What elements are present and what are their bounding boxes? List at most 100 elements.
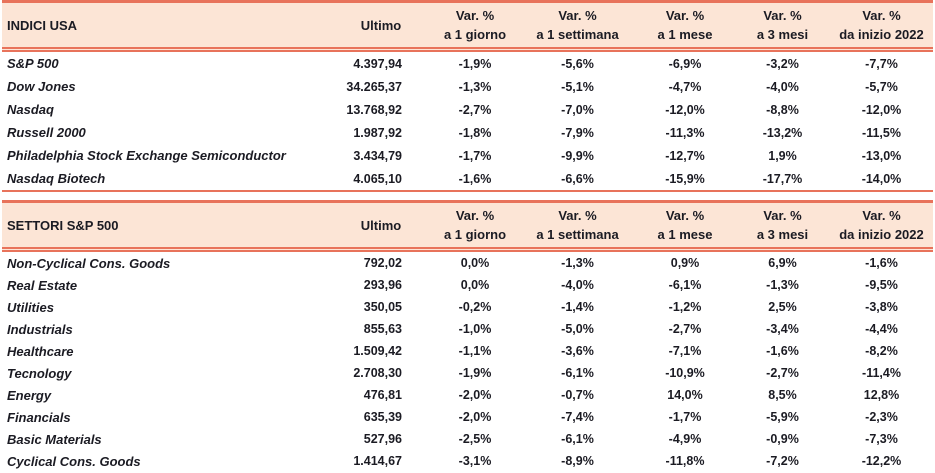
var-value: -1,7% [458, 148, 492, 163]
var-label: Var. % [665, 208, 705, 223]
var-value: -11,4% [862, 366, 901, 380]
var-value: -3,2% [766, 56, 799, 71]
table-row: Dow Jones 34.265,37 -1,3% -5,1% -4,7% -4… [2, 75, 933, 98]
var-value: -1,2% [668, 300, 702, 314]
ultimo-value: 2.708,30 [353, 366, 402, 380]
var-label: Var. % [763, 208, 802, 223]
ultimo-value: 4.065,10 [332, 167, 430, 192]
var-value: -12,0% [861, 102, 902, 117]
var-value: -7,0% [561, 102, 594, 117]
col-header-ultimo: Ultimo [332, 0, 430, 52]
var-period: da inizio 2022 [839, 27, 924, 42]
var-value: -1,0% [458, 322, 492, 336]
row-label: Industrials [7, 321, 73, 337]
var-value: -1,6% [865, 256, 898, 270]
row-label: Dow Jones [7, 79, 76, 94]
col-header-var-3-mesi: Var. % a 3 mesi [735, 200, 830, 252]
var-value: 1,9% [768, 148, 797, 163]
var-value: -15,9% [635, 167, 735, 192]
table-row: Real Estate 293,96 0,0% -4,0% -6,1% -1,3… [2, 274, 933, 296]
var-value: -2,0% [458, 410, 492, 424]
var-value: -4,7% [668, 79, 702, 94]
var-label: Var. % [455, 8, 495, 23]
col-header-var-3-mesi: Var. % a 3 mesi [735, 0, 830, 52]
var-label: Var. % [455, 208, 495, 223]
row-label: Philadelphia Stock Exchange Semiconducto… [7, 148, 286, 163]
row-label: Nasdaq [7, 102, 54, 117]
var-value: -10,9% [665, 366, 705, 380]
ultimo-value: 635,39 [363, 410, 402, 424]
var-value: -2,7% [668, 322, 702, 336]
var-value: -11,8% [665, 454, 705, 468]
var-period: a 1 mese [657, 227, 713, 242]
var-value: -2,5% [458, 432, 492, 446]
col-header-var-inizio-2022: Var. % da inizio 2022 [830, 200, 933, 252]
var-value: 2,5% [768, 300, 797, 314]
table-row: Healthcare 1.509,42 -1,1% -3,6% -7,1% -1… [2, 340, 933, 362]
row-label: Russell 2000 [7, 125, 86, 140]
var-value: -8,8% [766, 102, 799, 117]
row-label: Non-Cyclical Cons. Goods [7, 255, 171, 271]
var-period: da inizio 2022 [839, 227, 924, 242]
col-header-var-1-mese: Var. % a 1 mese [635, 0, 735, 52]
var-period: a 1 settimana [536, 227, 619, 242]
ultimo-value: 1.414,67 [353, 454, 402, 468]
ultimo-value: 4.397,94 [353, 56, 402, 71]
var-value: -7,2% [766, 454, 799, 468]
table-row: Financials 635,39 -2,0% -7,4% -1,7% -5,9… [2, 406, 933, 428]
var-label: Var. % [558, 208, 597, 223]
var-value: 0,0% [460, 256, 490, 270]
var-value: -0,7% [561, 388, 594, 402]
var-label: Var. % [862, 208, 901, 223]
var-value: 6,9% [768, 256, 797, 270]
var-value: -1,8% [458, 125, 492, 140]
col-header-var-1-settimana: Var. % a 1 settimana [520, 200, 635, 252]
var-value: -1,9% [458, 56, 492, 71]
table-row: Tecnology 2.708,30 -1,9% -6,1% -10,9% -2… [2, 362, 933, 384]
var-value: -12,7% [665, 148, 705, 163]
var-value: -7,1% [668, 344, 702, 358]
var-value: -1,7% [668, 410, 702, 424]
var-value: -14,0% [830, 167, 933, 192]
var-value: -5,1% [561, 79, 594, 94]
col-header-var-1-giorno: Var. % a 1 giorno [430, 200, 520, 252]
var-value: -5,9% [766, 410, 799, 424]
var-value: -5,7% [865, 79, 898, 94]
var-period: a 1 mese [657, 27, 713, 42]
row-label: Healthcare [7, 343, 74, 359]
col-header-var-1-giorno: Var. % a 1 giorno [430, 0, 520, 52]
var-period: a 1 giorno [443, 27, 507, 42]
table-row: Industrials 855,63 -1,0% -5,0% -2,7% -3,… [2, 318, 933, 340]
var-value: -9,5% [865, 278, 898, 292]
var-value: 0,9% [670, 256, 700, 270]
var-value: -8,2% [865, 344, 898, 358]
var-value: -1,3% [766, 278, 799, 292]
row-label: Cyclical Cons. Goods [7, 453, 141, 469]
table-row: Philadelphia Stock Exchange Semiconducto… [2, 144, 933, 167]
row-label: Utilities [7, 299, 54, 315]
var-value: -4,0% [766, 79, 799, 94]
ultimo-value: 293,96 [363, 278, 402, 292]
ultimo-value: 1.987,92 [353, 125, 402, 140]
row-label: Financials [7, 409, 71, 425]
indici-usa-header-row: INDICI USA Ultimo Var. % a 1 giorno Var.… [2, 0, 933, 52]
var-value: -1,9% [458, 366, 492, 380]
table-row: Energy 476,81 -2,0% -0,7% 14,0% 8,5% 12,… [2, 384, 933, 406]
indici-usa-table: INDICI USA Ultimo Var. % a 1 giorno Var.… [2, 0, 933, 192]
var-value: -6,1% [668, 278, 702, 292]
row-label: Energy [7, 387, 52, 403]
var-value: 14,0% [667, 388, 703, 402]
row-label: Tecnology [7, 365, 72, 381]
var-value: -17,7% [735, 167, 830, 192]
var-value: 8,5% [768, 388, 797, 402]
var-value: -6,6% [520, 167, 635, 192]
ultimo-value: 527,96 [363, 432, 402, 446]
var-value: -2,3% [865, 410, 898, 424]
var-value: -7,3% [865, 432, 898, 446]
var-value: -3,6% [561, 344, 594, 358]
var-value: -1,6% [766, 344, 799, 358]
var-period: a 3 mesi [756, 227, 809, 242]
table-row: Utilities 350,05 -0,2% -1,4% -1,2% 2,5% … [2, 296, 933, 318]
var-value: -4,4% [865, 322, 898, 336]
